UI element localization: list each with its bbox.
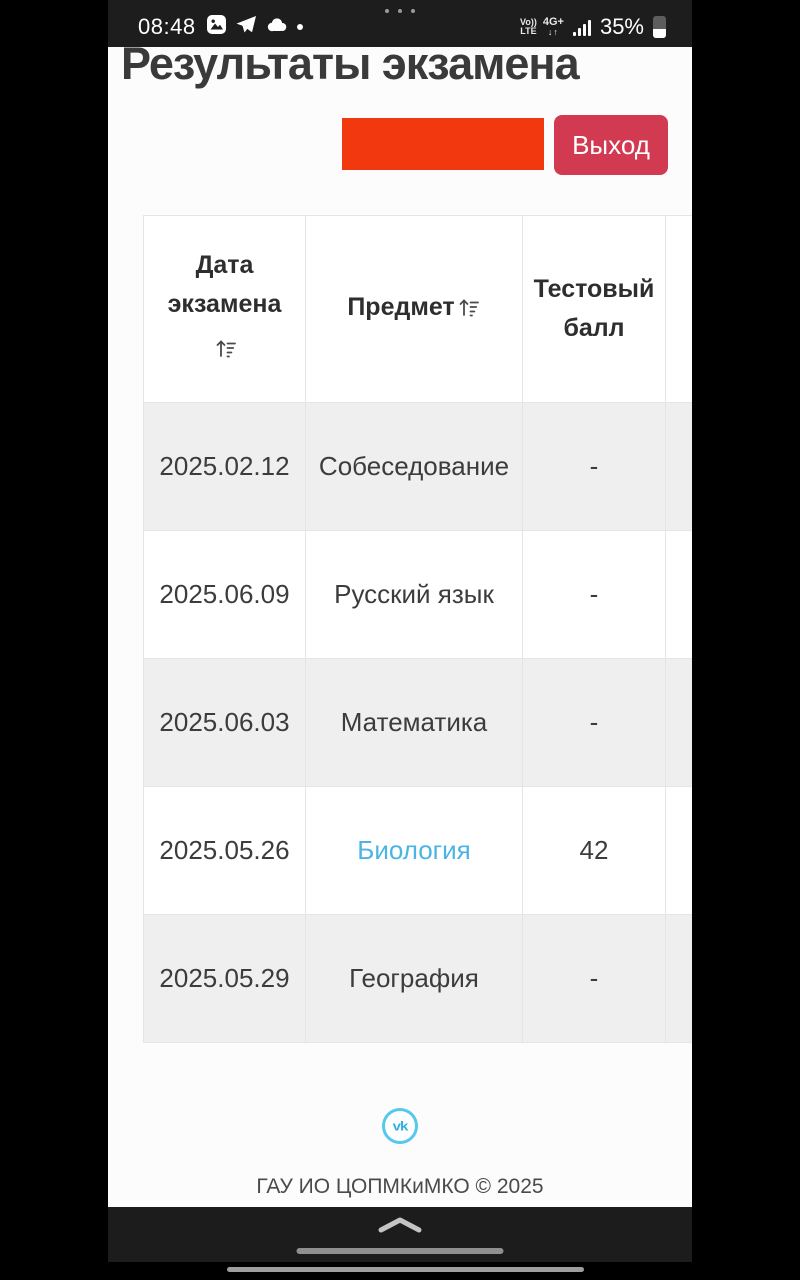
header-test-score: Тестовый балл [522,215,666,403]
cell-date: 2025.06.09 [143,530,306,659]
copyright-footer: ГАУ ИО ЦОПМКиМКО © 2025 [256,1175,544,1198]
telegram-icon [235,15,257,40]
phone-screen: 08:48 Vo)) LT [108,0,692,1262]
header-exam-date-label: Дата экзамена [167,250,282,318]
cell-subject: Математика [305,658,523,787]
cell-date: 2025.02.12 [143,402,306,531]
header-exam-date[interactable]: Дата экзамена [143,215,306,403]
table-row: 2025.05.26 Биология 42 [143,786,692,915]
bottom-nav-bar [108,1207,692,1262]
chevron-up-icon[interactable] [377,1217,423,1239]
cell-score: - [522,530,666,659]
network-4g-icon: 4G+ ↓↑ [542,16,564,37]
camera-cutout-dots [385,9,415,13]
results-table: Дата экзамена Предмет [143,215,692,1043]
gallery-icon [206,14,227,40]
cell-date: 2025.05.29 [143,914,306,1043]
header-test-score-label: Тестовый балл [533,275,655,342]
cell-date: 2025.05.26 [143,786,306,915]
cell-subject: Русский язык [305,530,523,659]
nav-handle-pill[interactable] [296,1248,504,1254]
cell-score: 42 [522,786,666,915]
vk-social-button[interactable]: vk [382,1108,418,1144]
table-row: 2025.05.29 География - [143,914,692,1043]
cell-score: - [522,402,666,531]
home-indicator-bar[interactable] [227,1267,584,1272]
sort-icon [457,292,481,331]
cell-score: - [522,914,666,1043]
clock: 08:48 [138,14,196,39]
cell-score: - [522,658,666,787]
header-subject[interactable]: Предмет [305,215,523,403]
logout-button[interactable]: Выход [554,115,668,175]
volte-icon: Vo)) LTE [520,17,537,36]
cell-subject: Собеседование [305,402,523,531]
header-clipped-column [665,215,692,403]
header-subject-label: Предмет [347,292,455,321]
table-row: 2025.06.09 Русский язык - [143,530,692,659]
battery-percent: 35% [599,14,644,39]
vk-logo-icon: vk [392,1118,409,1134]
cell-subject: География [305,914,523,1043]
table-row: 2025.06.03 Математика - [143,658,692,787]
status-bar: 08:48 Vo)) LT [108,0,692,47]
cell-clipped [665,402,692,531]
table-header-row: Дата экзамена Предмет [143,215,692,403]
signal-strength-icon [572,19,591,36]
table-row: 2025.02.12 Собеседование - [143,402,692,531]
notification-dot-icon [296,24,303,30]
web-page: Результаты экзамена Выход Дата экзамена [108,47,692,1207]
cell-clipped [665,914,692,1043]
redacted-username-block [342,118,544,170]
cell-clipped [665,786,692,915]
cell-date: 2025.06.03 [143,658,306,787]
battery-icon [653,16,666,38]
subject-link-biology[interactable]: Биология [305,786,523,915]
sort-icon [150,333,301,372]
page-title: Результаты экзамена [121,47,580,89]
cell-clipped [665,658,692,787]
cell-clipped [665,530,692,659]
cloud-icon [265,16,289,38]
